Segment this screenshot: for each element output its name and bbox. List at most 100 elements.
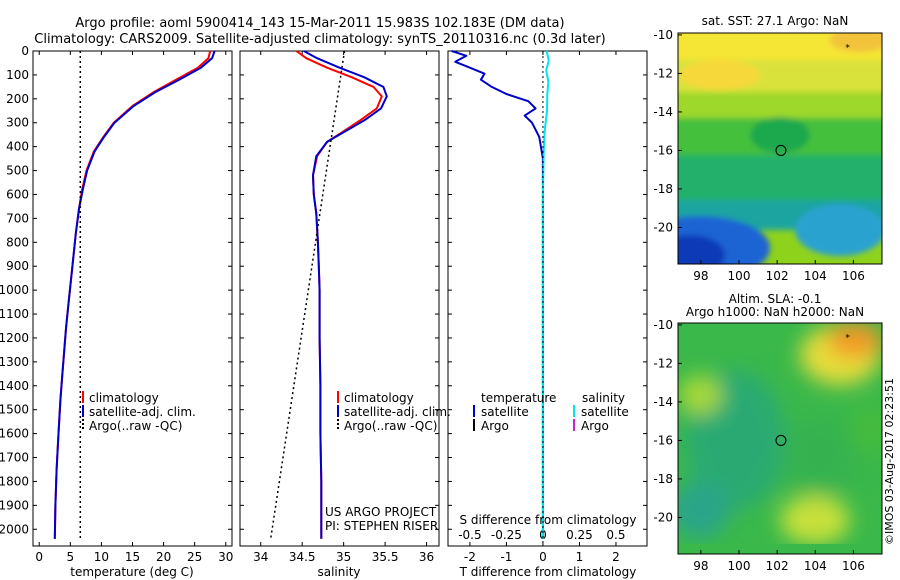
depth-tick-label: 1300: [0, 355, 29, 369]
lat-tick-label: -20: [653, 220, 673, 234]
lat-tick-label: -18: [653, 182, 673, 196]
lon-tick-label: 98: [693, 559, 708, 573]
argo-position-marker: [775, 434, 787, 446]
temperature-axis: 0 5 10 15 20 25 30: [35, 51, 233, 564]
sla-map-title-1: Altim. SLA: -0.1: [729, 292, 822, 306]
sla-lat-axis: -10 -12 -14 -16 -18 -20: [653, 318, 682, 524]
lat-tick-label: -14: [653, 395, 673, 409]
series-line-satellite-adj-clim: [303, 50, 388, 539]
difference-legend: temperature salinity satellite Argo sate…: [473, 391, 629, 433]
legend-label-satellite: satellite-adj. clim.: [89, 405, 196, 419]
lat-tick-label: -20: [653, 510, 673, 524]
x-tick-label: 35: [336, 550, 351, 564]
depth-tick-label: 900: [6, 259, 29, 273]
x-tick-label: 0: [539, 550, 547, 564]
temperature-xlabel: temperature (deg C): [70, 565, 193, 579]
depth-tick-label: 1600: [0, 427, 29, 441]
lon-tick-label: 100: [728, 269, 751, 283]
series-line-climatology: [53, 50, 212, 539]
depth-tick-label: 1500: [0, 403, 29, 417]
lon-tick-label: 102: [766, 559, 789, 573]
s-diff-tick-label: 0.5: [606, 528, 625, 542]
lon-tick-label: 100: [728, 559, 751, 573]
depth-tick-label: 1700: [0, 451, 29, 465]
sst-map-frame: [677, 32, 883, 265]
salinity-xlabel: salinity: [317, 565, 360, 579]
difference-series: [451, 50, 550, 539]
lat-tick-label: -18: [653, 472, 673, 486]
legend-title-salinity: salinity: [582, 391, 625, 405]
depth-tick-label: 1100: [0, 307, 29, 321]
x-tick-label: 5: [66, 550, 74, 564]
lat-tick-label: -10: [653, 28, 673, 42]
x-tick-label: 10: [94, 550, 109, 564]
depth-tick-label: 800: [6, 235, 29, 249]
x-tick-label: 34.5: [289, 550, 316, 564]
sla-map-frame: [677, 322, 883, 555]
depth-tick-label: 1400: [0, 379, 29, 393]
lat-tick-label: -10: [653, 318, 673, 332]
depth-tick-label: 2000: [0, 522, 29, 536]
x-tick-label: 34: [253, 550, 268, 564]
legend-label-climatology: climatology: [89, 391, 159, 405]
s-diff-tick-label: 0.25: [566, 528, 593, 542]
series-line-satellite-adj-clim: [53, 50, 216, 539]
x-tick-label: 1: [576, 550, 584, 564]
series-line-satellite: [451, 50, 544, 539]
salinity-plot-frame: [239, 50, 440, 547]
difference-plot-frame: [447, 50, 648, 547]
legend-label-climatology: climatology: [344, 391, 414, 405]
x-tick-label: 2: [612, 550, 620, 564]
lon-tick-label: 102: [766, 269, 789, 283]
salinity-legend: climatology satellite-adj. clim. Argo(..…: [337, 391, 451, 433]
lat-tick-label: -16: [653, 433, 673, 447]
lat-tick-label: -12: [653, 66, 673, 80]
asterisk-marker-icon: *: [845, 333, 850, 343]
x-tick-label: -1: [500, 550, 512, 564]
depth-tick-label: 400: [6, 140, 29, 154]
t-difference-label: T difference from climatology: [459, 565, 637, 579]
depth-tick-label: 0: [21, 44, 29, 58]
salinity-axis: 34 34.5 35 35.5 36: [253, 51, 434, 564]
series-line-climatology: [295, 50, 383, 539]
sst-map-title: sat. SST: 27.1 Argo: NaN: [702, 14, 849, 28]
depth-axis: 0 100 200 300 400 500 600 700 800 900 1000 1100 1200…: [0, 44, 29, 536]
salinity-panel: 34 34.5 35 35.5 36 salinity climatology sate…: [239, 50, 451, 579]
legend-label-s-argo: Argo: [581, 419, 609, 433]
legend-label-t-satellite: satellite: [481, 405, 529, 419]
legend-label-t-argo: Argo: [481, 419, 509, 433]
pi-annotation: PI: STEPHEN RISER: [325, 519, 438, 533]
depth-tick-label: 300: [6, 116, 29, 130]
figure-title-line2: Climatology: CARS2009. Satellite-adjuste…: [34, 32, 606, 47]
x-tick-label: 36: [419, 550, 434, 564]
depth-tick-label: 100: [6, 68, 29, 82]
temperature-series: [53, 50, 216, 539]
lat-tick-label: -12: [653, 356, 673, 370]
s-difference-axis: -0.5 -0.25 0 0.25 0.5: [458, 528, 625, 542]
x-tick-label: 20: [156, 550, 171, 564]
legend-label-satellite: satellite-adj. clim.: [344, 405, 451, 419]
lat-tick-label: -14: [653, 105, 673, 119]
depth-tick-label: 500: [6, 164, 29, 178]
temperature-panel: 0100200300400500600700800900100011001200…: [0, 44, 233, 579]
depth-tick-label: 1200: [0, 331, 29, 345]
legend-label-s-satellite: satellite: [581, 405, 629, 419]
legend-title-temperature: temperature: [481, 391, 556, 405]
temperature-legend: climatology satellite-adj. clim. Argo(..…: [82, 391, 196, 433]
x-tick-label: -2: [464, 550, 476, 564]
legend-label-argo: Argo(..raw -QC): [344, 419, 437, 433]
depth-tick-label: 700: [6, 211, 29, 225]
argo-position-marker: [775, 144, 787, 156]
salinity-series: [269, 50, 388, 539]
sla-map-title-2: Argo h1000: NaN h2000: NaN: [686, 305, 864, 319]
copyright-timestamp: ©IMOS 03-Aug-2017 02:23:51: [883, 378, 896, 545]
x-tick-label: 15: [125, 550, 140, 564]
figure-title-line1: Argo profile: aoml 5900414_143 15-Mar-20…: [75, 16, 564, 31]
sla-lon-axis: 98 100 102 104 106: [693, 550, 865, 573]
depth-tick-label: 200: [6, 92, 29, 106]
x-tick-label: 25: [187, 550, 202, 564]
s-diff-tick-label: -0.25: [491, 528, 522, 542]
s-diff-tick-label: -0.5: [458, 528, 481, 542]
asterisk-marker-icon: *: [845, 43, 850, 53]
